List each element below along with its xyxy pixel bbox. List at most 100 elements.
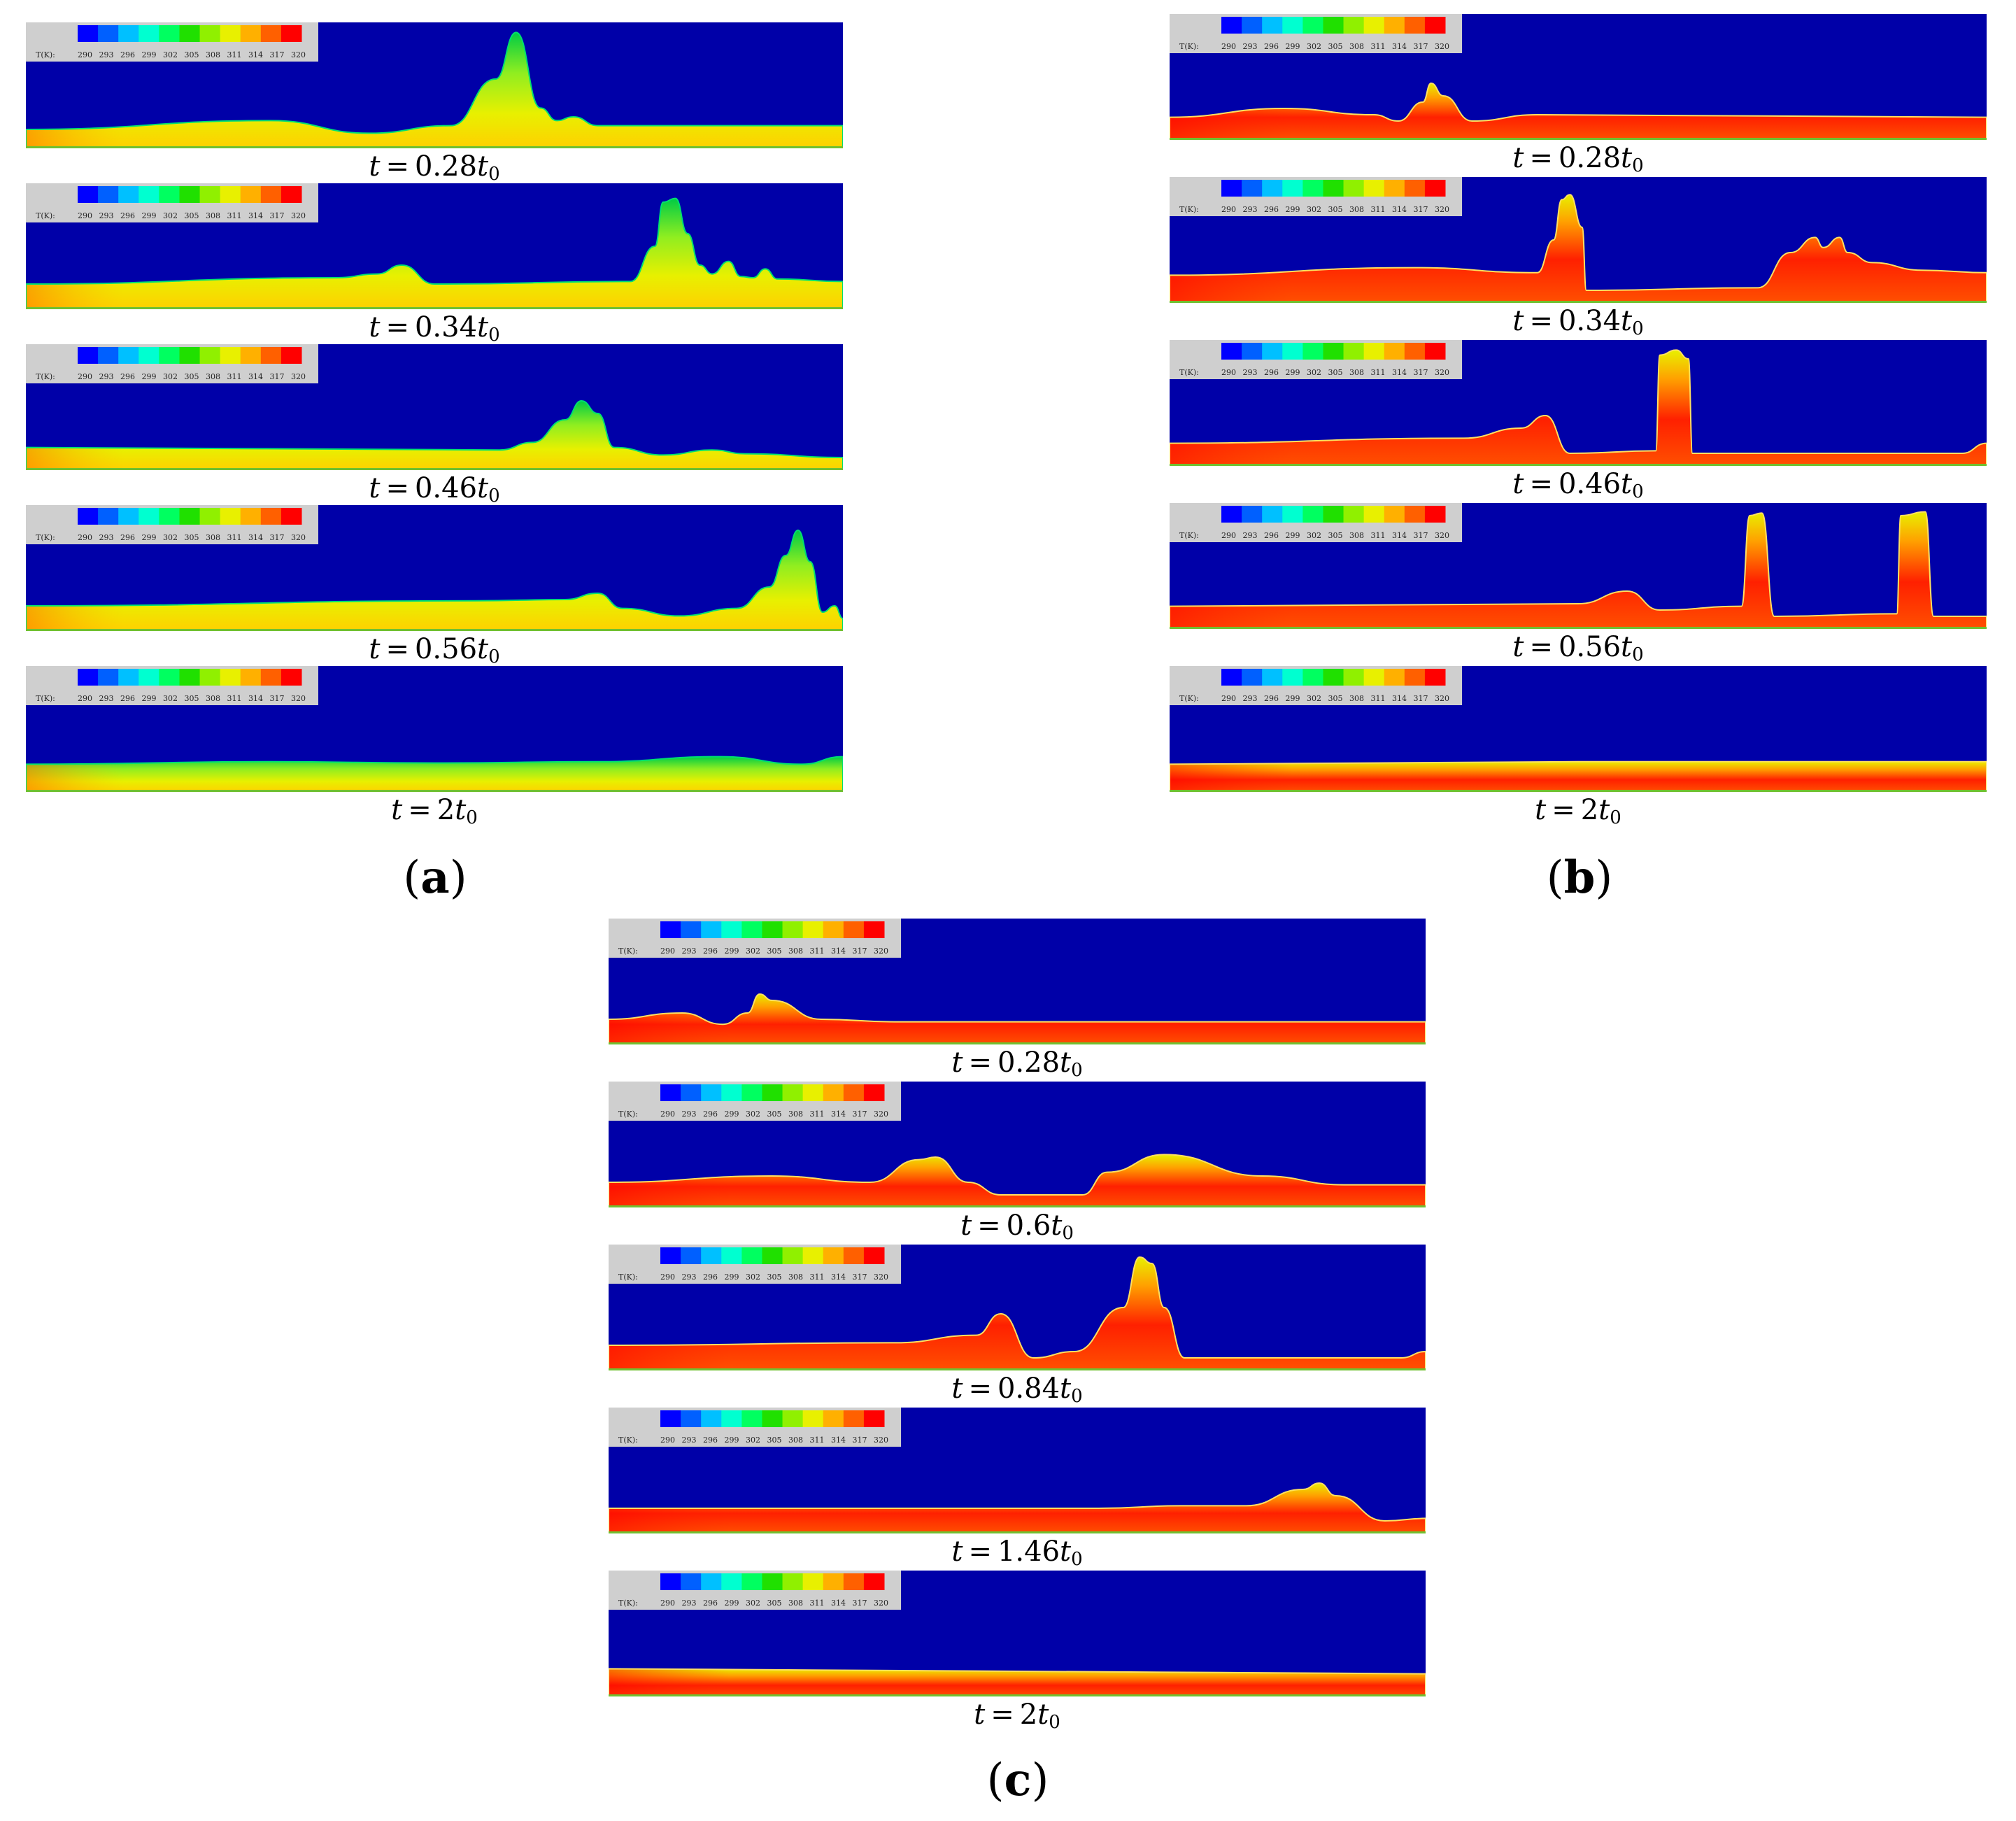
temperature-contour-panel: T(K): 290 293 296 299 302 305 308 311 314 317 320 [609, 1408, 1426, 1533]
colorbar-tick: 305 [767, 1110, 782, 1119]
colorbar-swatch [701, 1247, 722, 1264]
colorbar-swatch [1282, 506, 1303, 523]
colorbar-legend: T(K): 290 293 296 299 302 305 308 311 314 317 320 [1170, 666, 1462, 705]
colorbar-swatch [159, 347, 180, 364]
colorbar-prefix: T(K): [36, 694, 55, 703]
temperature-contour-panel: T(K): 290 293 296 299 302 305 308 311 314 317 320 [1170, 177, 1987, 303]
colorbar-prefix: T(K): [36, 211, 55, 220]
colorbar-tick: 311 [810, 1110, 825, 1119]
temperature-contour-panel: T(K): 290 293 296 299 302 305 308 311 314 317 320 [26, 183, 843, 309]
colorbar-tick: 296 [120, 533, 135, 542]
interface-edge [609, 1154, 1426, 1207]
colorbar-swatch [1343, 17, 1365, 34]
colorbar-swatch [1363, 17, 1385, 34]
temperature-contour-panel: T(K): 290 293 296 299 302 305 308 311 314 317 320 [1170, 340, 1987, 466]
inlet-hot-region [26, 32, 843, 148]
colorbar-tick: 290 [78, 211, 92, 220]
colorbar-legend: T(K): 290 293 296 299 302 305 308 311 314 317 320 [609, 1408, 901, 1447]
colorbar-tick: 299 [1286, 368, 1300, 377]
colorbar-tick: 299 [142, 533, 157, 542]
colorbar-tick: 314 [248, 372, 263, 381]
colorbar-swatch [260, 347, 282, 364]
colorbar-tick: 299 [142, 694, 157, 703]
colorbar-tick: 320 [1435, 694, 1449, 703]
colorbar-swatch [220, 186, 241, 203]
colorbar-swatch [1404, 180, 1426, 197]
time-coefficient: 0.28 [1558, 142, 1621, 174]
colorbar-tick: 308 [206, 533, 220, 542]
colorbar-tick: 314 [248, 211, 263, 220]
colorbar-swatch [1424, 17, 1446, 34]
temperature-contour-panel: T(K): 290 293 296 299 302 305 308 311 314 317 320 [1170, 503, 1987, 629]
colorbar-swatch [159, 186, 180, 203]
temperature-contour-panel: T(K): 290 293 296 299 302 305 308 311 314 317 320 [26, 22, 843, 148]
inlet-hot-region [609, 1257, 1426, 1370]
interface-edge [26, 756, 843, 792]
colorbar-tick: 305 [185, 533, 199, 542]
colorbar-tick: 311 [1371, 205, 1386, 214]
colorbar-swatch [762, 1410, 783, 1427]
colorbar-tick: 293 [682, 1273, 697, 1282]
colorbar-tick: 302 [746, 1599, 760, 1608]
colorbar-tick: 302 [163, 50, 178, 59]
colorbar-tick: 293 [682, 1599, 697, 1608]
time-label: t = 1.46t0 [951, 1536, 1083, 1570]
colorbar-swatch [762, 1084, 783, 1101]
colorbar-tick: 293 [1243, 368, 1258, 377]
colorbar-swatch [240, 508, 262, 525]
colorbar-swatch [1262, 180, 1283, 197]
colorbar-swatch [843, 921, 865, 938]
colorbar-tick: 314 [248, 694, 263, 703]
colorbar-tick: 314 [248, 50, 263, 59]
colorbar-tick: 296 [703, 1110, 718, 1119]
temperature-contour-panel: T(K): 290 293 296 299 302 305 308 311 314 317 320 [26, 344, 843, 470]
colorbar-tick: 296 [1264, 368, 1279, 377]
colorbar-tick: 305 [1328, 531, 1343, 540]
colorbar-tick: 311 [227, 211, 242, 220]
interface-edge [1170, 82, 1987, 140]
colorbar-swatch [1282, 343, 1303, 360]
interface-edge [609, 1256, 1426, 1370]
colorbar-prefix: T(K): [618, 1273, 638, 1282]
colorbar-tick: 311 [810, 1599, 825, 1608]
inlet-hot-region [1170, 83, 1987, 140]
colorbar-swatch [863, 1084, 885, 1101]
colorbar-swatch [118, 186, 139, 203]
colorbar-swatch [1343, 343, 1365, 360]
temperature-contour-panel: T(K): 290 293 296 299 302 305 308 311 314 317 320 [609, 1082, 1426, 1207]
colorbar-tick: 296 [120, 372, 135, 381]
colorbar-swatch [220, 347, 241, 364]
colorbar-tick: 302 [163, 694, 178, 703]
colorbar-tick: 311 [227, 533, 242, 542]
colorbar-tick: 308 [788, 947, 803, 956]
colorbar-swatch [220, 25, 241, 42]
colorbar-tick: 299 [725, 1599, 739, 1608]
colorbar-tick: 296 [703, 1436, 718, 1445]
colorbar-swatch [139, 347, 159, 364]
colorbar-tick: 317 [1414, 694, 1428, 703]
colorbar-legend: T(K): 290 293 296 299 302 305 308 311 314 317 320 [1170, 340, 1462, 379]
colorbar-swatch [1424, 669, 1446, 686]
colorbar-swatch [139, 25, 159, 42]
colorbar-prefix: T(K): [1179, 531, 1199, 540]
colorbar-swatch [660, 1247, 681, 1264]
colorbar-tick: 299 [725, 1273, 739, 1282]
colorbar-legend: T(K): 290 293 296 299 302 305 308 311 314 317 320 [609, 919, 901, 958]
colorbar-tick: 317 [270, 211, 285, 220]
colorbar-legend: T(K): 290 293 296 299 302 305 308 311 314 317 320 [26, 344, 318, 383]
interface-edge [1170, 194, 1987, 303]
colorbar-tick: 311 [1371, 368, 1386, 377]
colorbar-legend: T(K): 290 293 296 299 302 305 308 311 314 317 320 [26, 666, 318, 705]
time-coefficient: 0.28 [414, 150, 478, 183]
colorbar-swatch [782, 1410, 804, 1427]
colorbar-tick: 317 [1414, 205, 1428, 214]
colorbar-swatch [823, 921, 844, 938]
colorbar-swatch [823, 1410, 844, 1427]
colorbar-tick: 314 [1392, 531, 1407, 540]
colorbar-tick: 311 [1371, 694, 1386, 703]
subfigure-label-b: (b) [1546, 851, 1613, 904]
colorbar-swatch [843, 1573, 865, 1590]
colorbar-swatch [741, 1410, 762, 1427]
colorbar-prefix: T(K): [618, 947, 638, 956]
colorbar-swatch [1242, 669, 1263, 686]
